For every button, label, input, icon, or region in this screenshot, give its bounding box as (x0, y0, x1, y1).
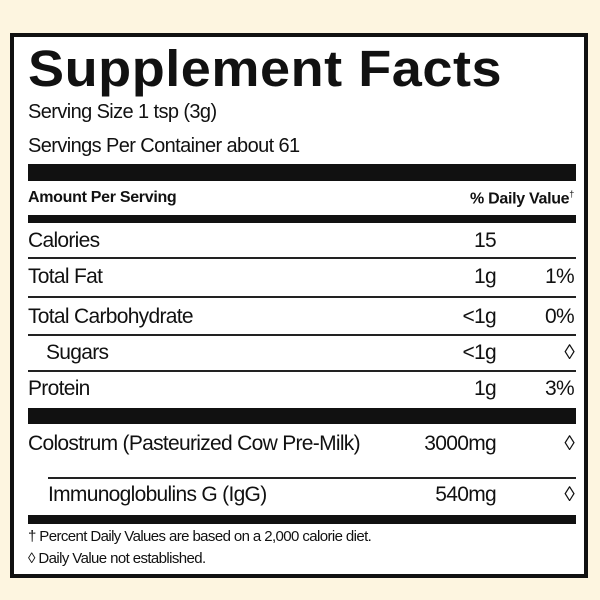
dagger-mark: † (569, 189, 574, 199)
medium-divider (28, 215, 576, 223)
nutrient-amount: <1g (462, 305, 496, 328)
thick-divider (28, 408, 576, 424)
nutrient-amount: <1g (462, 341, 496, 364)
amount-per-serving-label: Amount Per Serving (28, 189, 177, 206)
ingredient-dv: ◊ (564, 483, 574, 506)
daily-value-label: % Daily Value† (470, 189, 574, 208)
divider (28, 257, 576, 259)
nutrient-dv: 3% (545, 377, 575, 400)
nutrient-label: Sugars (46, 341, 109, 364)
nutrient-amount: 1g (474, 265, 497, 288)
ingredient-amount: 3000mg (424, 432, 496, 455)
servings-per-container: Servings Per Container about 61 (28, 135, 300, 157)
nutrient-label: Total Carbohydrate (28, 305, 194, 328)
ingredient-label: Immunoglobulins G (IgG) (48, 483, 267, 506)
supplement-facts-panel: Supplement Facts Serving Size 1 tsp (3g)… (10, 33, 588, 578)
divider (28, 334, 576, 336)
nutrient-label: Calories (28, 229, 100, 252)
daily-value-text: % Daily Value (470, 190, 570, 208)
nutrient-amount: 15 (474, 229, 497, 252)
panel-title: Supplement Facts (28, 40, 503, 97)
ingredient-dv: ◊ (564, 432, 574, 455)
nutrient-label: Total Fat (28, 265, 103, 288)
nutrient-label: Protein (28, 377, 90, 400)
divider (28, 296, 576, 298)
footnote-not-established: ◊ Daily Value not established. (28, 550, 206, 567)
ingredient-label: Colostrum (Pasteurized Cow Pre-Milk) (28, 432, 361, 455)
nutrient-dv: 0% (545, 305, 575, 328)
divider (48, 477, 576, 479)
nutrient-amount: 1g (474, 377, 497, 400)
footnote-daily-value: † Percent Daily Values are based on a 2,… (28, 528, 372, 545)
medium-divider (28, 515, 576, 524)
nutrient-dv: ◊ (564, 341, 574, 364)
nutrient-dv: 1% (545, 265, 575, 288)
ingredient-amount: 540mg (435, 483, 496, 506)
divider (28, 370, 576, 372)
thick-divider (28, 164, 576, 181)
serving-size: Serving Size 1 tsp (3g) (28, 101, 217, 123)
